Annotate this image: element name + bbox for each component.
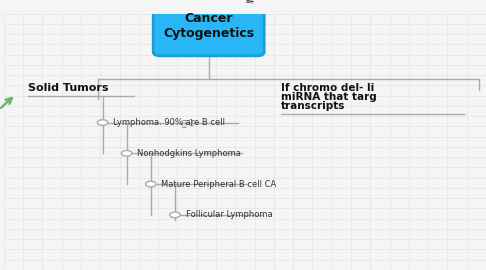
Text: Nonhodgkins Lymphoma: Nonhodgkins Lymphoma bbox=[138, 149, 241, 158]
Circle shape bbox=[97, 120, 108, 125]
Text: Solid Tumors: Solid Tumors bbox=[28, 83, 108, 93]
Text: Cancer
Cytogenetics: Cancer Cytogenetics bbox=[163, 12, 254, 40]
FancyBboxPatch shape bbox=[153, 0, 264, 56]
Circle shape bbox=[145, 181, 156, 187]
Text: Mature Peripheral B cell CA: Mature Peripheral B cell CA bbox=[161, 180, 277, 188]
Text: If chromo del- li: If chromo del- li bbox=[281, 83, 374, 93]
Text: Follicular Lymphoma: Follicular Lymphoma bbox=[186, 210, 272, 219]
Text: 🔗 1: 🔗 1 bbox=[182, 118, 193, 127]
Circle shape bbox=[122, 150, 132, 156]
Text: ≡+: ≡+ bbox=[245, 0, 255, 6]
Text: Lymphoma. 90% are B cell: Lymphoma. 90% are B cell bbox=[113, 118, 225, 127]
Circle shape bbox=[170, 212, 180, 218]
Text: miRNA that targ: miRNA that targ bbox=[281, 92, 377, 102]
Text: transcripts: transcripts bbox=[281, 101, 346, 111]
